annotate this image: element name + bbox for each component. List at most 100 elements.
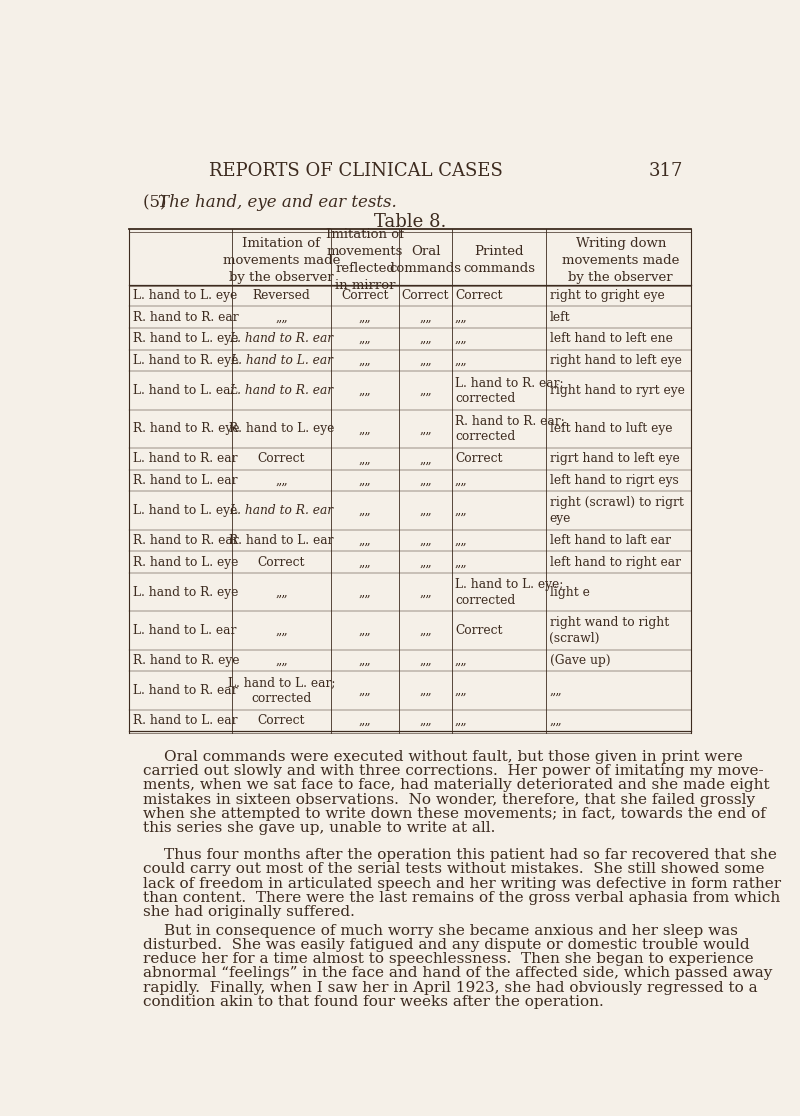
Text: L. hand to R. ear: L. hand to R. ear	[230, 504, 334, 517]
Text: REPORTS OF CLINICAL CASES: REPORTS OF CLINICAL CASES	[209, 162, 502, 180]
Text: Correct: Correct	[258, 556, 305, 568]
Text: „„: „„	[275, 474, 288, 487]
Text: this series she gave up, unable to write at all.: this series she gave up, unable to write…	[142, 821, 495, 835]
Text: Correct: Correct	[455, 289, 502, 302]
Text: „„: „„	[275, 654, 288, 667]
Text: „„: „„	[455, 333, 468, 345]
Text: „„: „„	[358, 452, 371, 465]
Text: L. hand to R. eye: L. hand to R. eye	[133, 586, 238, 598]
Text: Correct: Correct	[258, 452, 305, 465]
Text: „„: „„	[455, 654, 468, 667]
Text: „„: „„	[275, 586, 288, 598]
Text: L. hand to L. ear: L. hand to L. ear	[133, 384, 236, 397]
Text: R. hand to L. eye: R. hand to L. eye	[229, 422, 334, 435]
Text: L. hand to L. eye;
corrected: L. hand to L. eye; corrected	[455, 578, 563, 607]
Text: „„: „„	[275, 310, 288, 324]
Text: light e: light e	[550, 586, 590, 598]
Text: R. hand to R. ear: R. hand to R. ear	[133, 533, 238, 547]
Text: „„: „„	[419, 384, 432, 397]
Text: R. hand to L. eye: R. hand to L. eye	[133, 333, 238, 345]
Text: right hand to ryrt eye: right hand to ryrt eye	[550, 384, 684, 397]
Text: L. hand to L. eye: L. hand to L. eye	[133, 289, 237, 302]
Text: „„: „„	[550, 684, 562, 698]
Text: R. hand to R. eye: R. hand to R. eye	[133, 422, 239, 435]
Text: right to gright eye: right to gright eye	[550, 289, 664, 302]
Text: mistakes in sixteen observations.  No wonder, therefore, that she failed grossly: mistakes in sixteen observations. No won…	[142, 792, 754, 807]
Text: rigrt hand to left eye: rigrt hand to left eye	[550, 452, 679, 465]
Text: „„: „„	[358, 333, 371, 345]
Text: lack of freedom in articulated speech and her writing was defective in form rath: lack of freedom in articulated speech an…	[142, 877, 781, 891]
Text: Reversed: Reversed	[253, 289, 310, 302]
Text: „„: „„	[455, 556, 468, 568]
Text: „„: „„	[550, 714, 562, 728]
Text: right wand to right
(scrawl): right wand to right (scrawl)	[550, 616, 669, 645]
Text: left hand to luft eye: left hand to luft eye	[550, 422, 672, 435]
Text: R. hand to R. eye: R. hand to R. eye	[133, 654, 239, 667]
Text: „„: „„	[358, 654, 371, 667]
Text: „„: „„	[419, 333, 432, 345]
Text: „„: „„	[455, 714, 468, 728]
Text: L. hand to R. ear: L. hand to R. ear	[230, 333, 334, 345]
Text: „„: „„	[358, 422, 371, 435]
Text: „„: „„	[419, 624, 432, 637]
Text: Correct: Correct	[258, 714, 305, 728]
Text: „„: „„	[419, 654, 432, 667]
Text: „„: „„	[419, 533, 432, 547]
Text: „„: „„	[455, 504, 468, 517]
Text: „„: „„	[419, 310, 432, 324]
Text: „„: „„	[455, 354, 468, 367]
Text: right hand to left eye: right hand to left eye	[550, 354, 682, 367]
Text: 317: 317	[649, 162, 683, 180]
Text: Thus four months after the operation this patient had so far recovered that she: Thus four months after the operation thi…	[164, 848, 778, 863]
Text: L. hand to R. ear;
corrected: L. hand to R. ear; corrected	[455, 376, 563, 405]
Text: „„: „„	[419, 684, 432, 698]
Text: R. hand to L. ear: R. hand to L. ear	[133, 714, 237, 728]
Text: Correct: Correct	[342, 289, 389, 302]
Text: „„: „„	[419, 504, 432, 517]
Text: reduce her for a time almost to speechlessness.  Then she began to experience: reduce her for a time almost to speechle…	[142, 952, 754, 966]
Text: Printed
commands: Printed commands	[463, 246, 535, 276]
Text: (5): (5)	[142, 194, 171, 211]
Text: condition akin to that found four weeks after the operation.: condition akin to that found four weeks …	[142, 995, 603, 1009]
Text: L. hand to R. eye: L. hand to R. eye	[133, 354, 238, 367]
Text: „„: „„	[358, 684, 371, 698]
Text: Table 8.: Table 8.	[374, 213, 446, 231]
Text: „„: „„	[358, 354, 371, 367]
Text: „„: „„	[419, 452, 432, 465]
Text: than content.  There were the last remains of the gross verbal aphasia from whic: than content. There were the last remain…	[142, 891, 780, 905]
Text: could carry out most of the serial tests without mistakes.  She still showed som: could carry out most of the serial tests…	[142, 863, 764, 876]
Text: (Gave up): (Gave up)	[550, 654, 610, 667]
Text: Writing down
movements made
by the observer: Writing down movements made by the obser…	[562, 237, 679, 283]
Text: „„: „„	[419, 714, 432, 728]
Text: „„: „„	[419, 474, 432, 487]
Text: left hand to left ene: left hand to left ene	[550, 333, 672, 345]
Text: „„: „„	[358, 556, 371, 568]
Text: „„: „„	[358, 384, 371, 397]
Text: L. hand to L. eye: L. hand to L. eye	[133, 504, 237, 517]
Text: R. hand to L. ear: R. hand to L. ear	[229, 533, 334, 547]
Text: L. hand to L. ear;
corrected: L. hand to L. ear; corrected	[228, 676, 335, 705]
Text: „„: „„	[275, 624, 288, 637]
Text: L. hand to L. ear: L. hand to L. ear	[230, 354, 333, 367]
Text: „„: „„	[358, 504, 371, 517]
Text: Correct: Correct	[455, 624, 502, 637]
Text: Imitation of
movements made
by the observer: Imitation of movements made by the obser…	[222, 237, 340, 283]
Text: rapidly.  Finally, when I saw her in April 1923, she had obviously regressed to : rapidly. Finally, when I saw her in Apri…	[142, 981, 758, 994]
Text: „„: „„	[419, 586, 432, 598]
Text: when she attempted to write down these movements; in fact, towards the end of: when she attempted to write down these m…	[142, 807, 766, 821]
Text: disturbed.  She was easily fatigued and any dispute or domestic trouble would: disturbed. She was easily fatigued and a…	[142, 937, 750, 952]
Text: Correct: Correct	[402, 289, 450, 302]
Text: left hand to laft ear: left hand to laft ear	[550, 533, 670, 547]
Text: Imitation of
movements
reflected
in mirror: Imitation of movements reflected in mirr…	[326, 228, 404, 292]
Text: abnormal “feelings” in the face and hand of the affected side, which passed away: abnormal “feelings” in the face and hand…	[142, 966, 772, 981]
Text: R. hand to R. ear: R. hand to R. ear	[133, 310, 238, 324]
Text: „„: „„	[358, 533, 371, 547]
Text: left hand to right ear: left hand to right ear	[550, 556, 681, 568]
Text: she had originally suffered.: she had originally suffered.	[142, 905, 354, 920]
Text: L. hand to R. ear: L. hand to R. ear	[133, 452, 237, 465]
Text: But in consequence of much worry she became anxious and her sleep was: But in consequence of much worry she bec…	[164, 924, 738, 937]
Text: „„: „„	[419, 422, 432, 435]
Text: ments, when we sat face to face, had materially deteriorated and she made eight: ments, when we sat face to face, had mat…	[142, 779, 770, 792]
Text: right (scrawl) to rigrt
eye: right (scrawl) to rigrt eye	[550, 496, 683, 525]
Text: „„: „„	[455, 684, 468, 698]
